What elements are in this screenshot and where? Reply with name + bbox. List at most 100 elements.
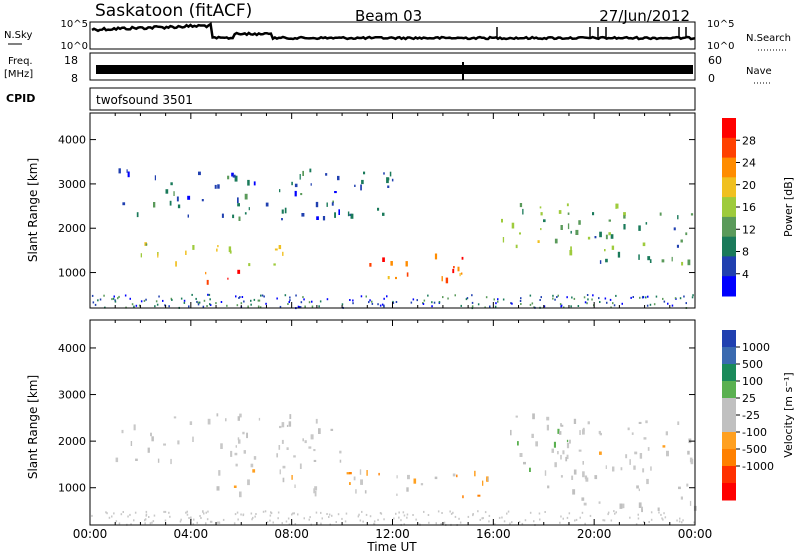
heatmap-cell bbox=[585, 477, 589, 482]
heatmap-cell bbox=[539, 299, 541, 301]
noise-trace-line bbox=[91, 21, 696, 41]
heatmap-cell bbox=[481, 517, 483, 520]
heatmap-cell bbox=[217, 184, 220, 189]
heatmap-cell bbox=[291, 475, 293, 480]
heatmap-cell bbox=[608, 232, 611, 236]
heatmap-cell bbox=[234, 452, 238, 456]
heatmap-cell bbox=[378, 472, 380, 476]
heatmap-cell bbox=[192, 523, 195, 526]
heatmap-cell bbox=[130, 523, 132, 526]
heatmap-cell bbox=[452, 268, 455, 274]
heatmap-cell bbox=[360, 479, 363, 485]
heatmap-cell bbox=[609, 298, 612, 301]
heatmap-cell bbox=[648, 521, 650, 523]
heatmap-cell bbox=[615, 203, 617, 209]
heatmap-cell bbox=[237, 437, 240, 441]
heatmap-cell bbox=[170, 182, 173, 186]
heatmap-cell bbox=[449, 510, 451, 513]
heatmap-cell bbox=[661, 517, 663, 520]
heatmap-cell bbox=[179, 520, 182, 523]
heatmap-cell bbox=[540, 228, 542, 231]
heatmap-cell bbox=[291, 513, 293, 516]
heatmap-cell bbox=[215, 302, 217, 305]
heatmap-cell bbox=[325, 173, 328, 176]
heatmap-cell bbox=[638, 421, 642, 424]
heatmap-cell bbox=[136, 212, 139, 218]
heatmap-cell bbox=[339, 459, 342, 463]
heatmap-cell bbox=[185, 250, 187, 255]
heatmap-cell bbox=[207, 510, 209, 513]
power-heatmap-panel: 1000 2000 3000 4000 bbox=[58, 112, 696, 310]
heatmap-cell bbox=[599, 301, 601, 303]
heatmap-cell bbox=[453, 266, 455, 269]
heatmap-cell bbox=[392, 301, 395, 304]
heatmap-cell bbox=[423, 510, 425, 513]
heatmap-cell bbox=[326, 298, 329, 301]
heatmap-cell bbox=[584, 301, 587, 304]
heatmap-cell bbox=[149, 522, 152, 525]
heatmap-cell bbox=[302, 438, 304, 442]
heatmap-cell bbox=[477, 510, 479, 513]
colorbar-label: Power [dB] bbox=[782, 177, 795, 237]
heatmap-cell bbox=[364, 490, 367, 494]
heatmap-cell bbox=[276, 297, 278, 300]
heatmap-cell bbox=[560, 515, 562, 518]
noise-right-tick-low: 10^0 bbox=[707, 41, 734, 52]
heatmap-cell bbox=[319, 300, 322, 303]
heatmap-cell bbox=[386, 295, 388, 298]
heatmap-cell bbox=[279, 469, 281, 475]
heatmap-cells bbox=[91, 413, 697, 526]
heatmap-cell bbox=[205, 271, 207, 275]
heatmap-cell bbox=[355, 489, 357, 494]
heatmap-cell bbox=[265, 202, 269, 207]
heatmap-cell bbox=[279, 305, 282, 308]
heatmap-cell bbox=[250, 463, 254, 468]
heatmap-cell bbox=[692, 294, 694, 297]
heatmap-cell bbox=[685, 302, 687, 305]
heatmap-cell bbox=[459, 273, 461, 277]
heatmap-cell bbox=[615, 203, 619, 209]
heatmap-cell bbox=[279, 189, 281, 193]
heatmap-cell bbox=[103, 294, 105, 297]
heatmap-cell bbox=[257, 305, 260, 308]
heatmap-cell bbox=[511, 222, 515, 229]
heatmap-cell bbox=[288, 421, 292, 427]
heatmap-cell bbox=[606, 301, 608, 304]
heatmap-cell bbox=[501, 218, 503, 223]
heatmap-cell bbox=[515, 415, 518, 418]
heatmap-cell bbox=[653, 303, 656, 306]
heatmap-cell bbox=[334, 212, 336, 218]
heatmap-cell bbox=[587, 298, 589, 301]
heatmap-cell bbox=[662, 445, 666, 448]
heatmap-cell bbox=[180, 518, 182, 521]
heatmap-cell bbox=[208, 293, 211, 296]
heatmap-cell bbox=[575, 229, 579, 235]
heatmap-cell bbox=[176, 196, 179, 202]
heatmap-cell bbox=[454, 294, 456, 297]
heatmap-cell bbox=[558, 210, 562, 214]
heatmap-cell bbox=[589, 514, 592, 517]
heatmap-cell bbox=[539, 518, 541, 521]
heatmap-cell bbox=[250, 303, 252, 306]
heatmap-cell bbox=[489, 305, 491, 308]
heatmap-cell bbox=[540, 212, 543, 216]
heatmap-cell bbox=[191, 293, 193, 296]
heatmap-cell bbox=[543, 305, 546, 308]
range-tick-label: 3000 bbox=[58, 389, 86, 402]
heatmap-cell bbox=[198, 301, 201, 304]
heatmap-cell bbox=[338, 209, 340, 215]
colorbar-swatch bbox=[722, 330, 736, 348]
heatmap-cell bbox=[502, 237, 505, 243]
colorbar-swatch bbox=[722, 466, 736, 484]
heatmap-cell bbox=[507, 510, 510, 513]
heatmap-cell bbox=[544, 511, 546, 513]
heatmap-cell bbox=[286, 447, 289, 450]
heatmap-cell bbox=[619, 503, 623, 509]
heatmap-cell bbox=[459, 521, 462, 524]
heatmap-cell bbox=[461, 256, 464, 260]
heatmap-cell bbox=[613, 510, 615, 513]
heatmap-cell bbox=[539, 206, 542, 209]
heatmap-cell bbox=[498, 516, 501, 519]
heatmap-cell bbox=[309, 516, 311, 519]
heatmap-cell bbox=[347, 211, 350, 217]
